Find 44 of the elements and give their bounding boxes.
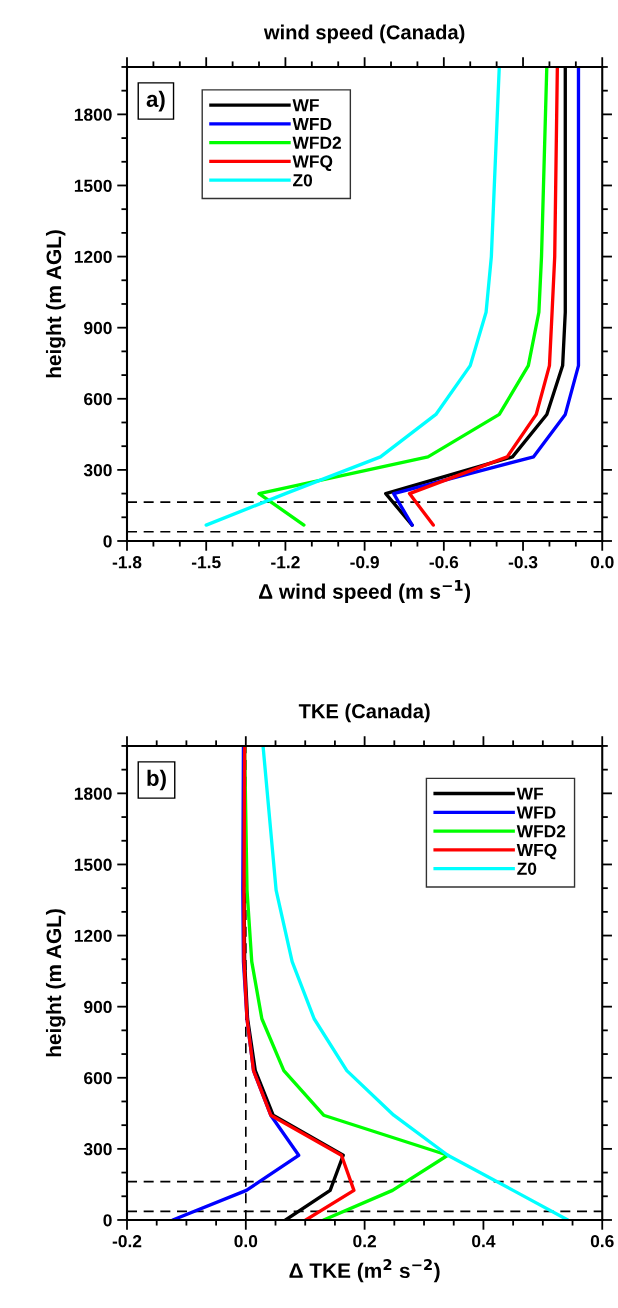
legend-label: Z0 (517, 862, 537, 875)
x-tick-label: 0.6 (590, 1235, 614, 1248)
y-tick-label: 1200 (74, 250, 112, 264)
legend-label: WFD2 (292, 136, 341, 149)
chart-title: wind speed (Canada) (263, 24, 465, 44)
y-tick-label: 900 (84, 1000, 112, 1014)
x-axis-title: Δ TKE (m$^{2}$ s$^{−2}$) (289, 1259, 440, 1283)
x-tick-label: 0.0 (590, 556, 614, 569)
y-tick-label: 1200 (74, 929, 112, 943)
y-tick-label: 1800 (74, 787, 112, 800)
x-tick-label: -0.2 (112, 1235, 142, 1248)
y-tick-label: 600 (84, 392, 112, 406)
x-tick-label: -1.2 (271, 556, 300, 569)
y-tick-label: 0 (103, 1214, 112, 1227)
legend-label: WFD (516, 806, 556, 819)
y-tick-label: 300 (83, 464, 112, 477)
legend-label: WF (516, 787, 544, 800)
y-axis-title: height (m AGL) (45, 909, 66, 1057)
x-tick-label: -1.5 (191, 556, 221, 569)
x-tick-label: -0.6 (429, 556, 459, 569)
y-tick-label: 1500 (74, 858, 112, 871)
x-axis-title: Δ wind speed (m s$^{−1}$) (259, 580, 471, 604)
y-tick-label: 600 (84, 1071, 112, 1085)
y-axis-title: height (m AGL) (45, 230, 66, 378)
legend-label: WFQ (516, 843, 557, 860)
annotation: a) (146, 90, 165, 112)
x-tick-label: 0.0 (234, 1235, 258, 1248)
legend-label: Z0 (293, 174, 313, 187)
y-tick-label: 300 (83, 1143, 112, 1156)
legend-label: WF (292, 99, 319, 112)
x-tick-label: 0.4 (472, 1235, 496, 1248)
y-tick-label: 1500 (74, 179, 112, 192)
legend-label: WFD2 (516, 825, 566, 838)
y-tick-label: 1800 (74, 108, 112, 121)
x-tick-label: 0.2 (353, 1235, 376, 1248)
legend-label: WFD (292, 117, 332, 130)
y-tick-label: 900 (84, 321, 112, 335)
x-tick-label: -0.9 (350, 556, 379, 569)
x-tick-label: -1.8 (112, 556, 142, 569)
x-tick-label: -0.3 (508, 556, 538, 569)
annotation: b) (147, 769, 166, 791)
y-tick-label: 0 (103, 535, 112, 548)
legend-label: WFQ (292, 155, 333, 171)
chart-title: TKE (Canada) (298, 703, 430, 723)
